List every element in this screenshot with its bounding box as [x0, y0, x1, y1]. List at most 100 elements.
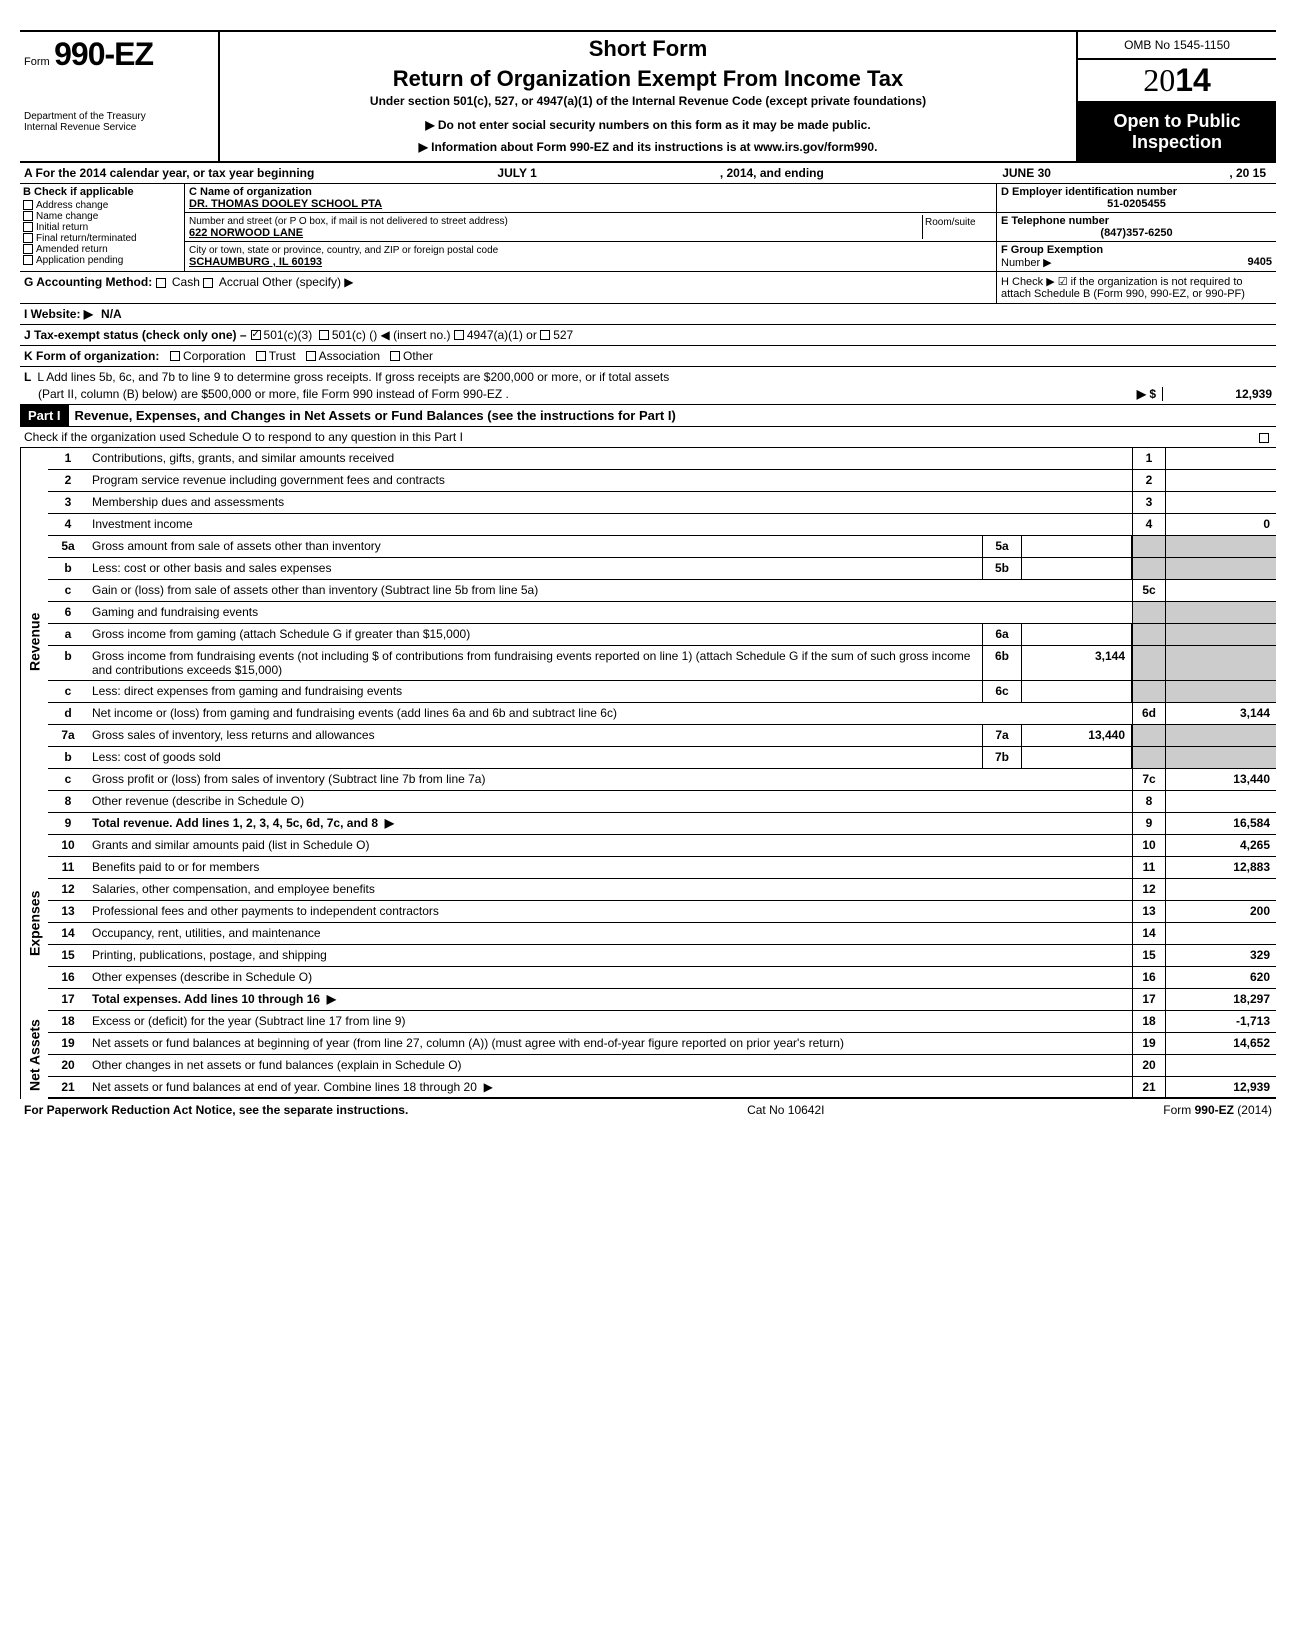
l11-num: 11: [48, 857, 88, 878]
chk-accrual[interactable]: [203, 278, 213, 288]
chk-corp[interactable]: [170, 351, 180, 361]
chk-name[interactable]: Name change: [23, 211, 181, 222]
l7c-desc: Gross profit or (loss) from sales of inv…: [88, 769, 1132, 790]
b-title: B Check if applicable: [23, 186, 181, 198]
rowa-begin: JULY 1: [320, 166, 713, 180]
chk-pending[interactable]: Application pending: [23, 255, 181, 266]
l6c-m: 6c: [982, 681, 1022, 702]
form-prefix: Form: [24, 56, 50, 68]
c-city-row: City or town, state or province, country…: [185, 242, 996, 270]
chk-4947[interactable]: [454, 330, 464, 340]
line-2: 2 Program service revenue including gove…: [48, 470, 1276, 492]
l4-r: 4: [1132, 514, 1166, 535]
chk-final[interactable]: Final return/terminated: [23, 233, 181, 244]
e-phone: E Telephone number (847)357-6250: [997, 213, 1276, 242]
title-cell: Short Form Return of Organization Exempt…: [220, 32, 1076, 161]
tax-year: 2014: [1078, 60, 1276, 103]
l6b-desc: Gross income from fundraising events (no…: [88, 646, 982, 680]
b-item-3: Final return/terminated: [36, 233, 137, 244]
line-4: 4 Investment income 4 0: [48, 514, 1276, 536]
part1-check-row: Check if the organization used Schedule …: [20, 427, 1276, 448]
form-990ez: Form 990-EZ Department of the Treasury I…: [20, 30, 1276, 1121]
chk-assoc[interactable]: [306, 351, 316, 361]
part1-title: Revenue, Expenses, and Changes in Net As…: [69, 405, 1276, 426]
line-3: 3 Membership dues and assessments 3: [48, 492, 1276, 514]
l6d-r: 6d: [1132, 703, 1166, 724]
l17-num: 17: [48, 989, 88, 1010]
line-21: 21Net assets or fund balances at end of …: [48, 1077, 1276, 1099]
l15-num: 15: [48, 945, 88, 966]
l1-v: [1166, 448, 1276, 469]
dept-text: Department of the Treasury Internal Reve…: [24, 111, 214, 133]
title-info: ▶ Information about Form 990-EZ and its …: [226, 140, 1070, 154]
l7b-shade2: [1166, 747, 1276, 768]
phone-value: (847)357-6250: [1001, 227, 1272, 239]
line-19: 19Net assets or fund balances at beginni…: [48, 1033, 1276, 1055]
line-8: 8 Other revenue (describe in Schedule O)…: [48, 791, 1276, 813]
l7b-num: b: [48, 747, 88, 768]
g-cash: Cash: [172, 275, 200, 289]
rowa-mid2: , 2014, and ending: [720, 166, 824, 180]
line-15: 15Printing, publications, postage, and s…: [48, 945, 1276, 967]
l6c-shade: [1132, 681, 1166, 702]
l21-r: 21: [1132, 1077, 1166, 1097]
l5b-mv: [1022, 558, 1132, 579]
l7b-desc: Less: cost of goods sold: [88, 747, 982, 768]
omb: OMB No 1545-1150: [1078, 32, 1276, 60]
l21-v: 12,939: [1166, 1077, 1276, 1097]
chk-initial[interactable]: Initial return: [23, 222, 181, 233]
l18-num: 18: [48, 1011, 88, 1032]
part1-header-row: Part I Revenue, Expenses, and Changes in…: [20, 405, 1276, 427]
l15-r: 15: [1132, 945, 1166, 966]
part1-label: Part I: [20, 405, 69, 426]
l12-v: [1166, 879, 1276, 900]
l10-r: 10: [1132, 835, 1166, 856]
line-7b: b Less: cost of goods sold 7b: [48, 747, 1276, 769]
l9-num: 9: [48, 813, 88, 834]
l6a-shade2: [1166, 624, 1276, 645]
l5b-desc: Less: cost or other basis and sales expe…: [88, 558, 982, 579]
chk-527[interactable]: [540, 330, 550, 340]
title-short: Short Form: [226, 36, 1070, 62]
right-cell: OMB No 1545-1150 2014 Open to Public Ins…: [1076, 32, 1276, 161]
chk-amended[interactable]: Amended return: [23, 244, 181, 255]
l18-desc: Excess or (deficit) for the year (Subtra…: [88, 1011, 1132, 1032]
part1-check-text: Check if the organization used Schedule …: [20, 427, 1276, 447]
l9-v: 16,584: [1166, 813, 1276, 834]
chk-address[interactable]: Address change: [23, 200, 181, 211]
l16-num: 16: [48, 967, 88, 988]
l2-v: [1166, 470, 1276, 491]
k-trust: Trust: [269, 349, 296, 363]
group-exemption-value: 9405: [1248, 256, 1272, 268]
e-label: E Telephone number: [1001, 215, 1109, 227]
row-j-status: J Tax-exempt status (check only one) – 5…: [20, 325, 1276, 346]
l6-shade: [1132, 602, 1166, 623]
line-7c: c Gross profit or (loss) from sales of i…: [48, 769, 1276, 791]
chk-trust[interactable]: [256, 351, 266, 361]
l3-num: 3: [48, 492, 88, 513]
title-main: Return of Organization Exempt From Incom…: [226, 66, 1070, 92]
l-text2: (Part II, column (B) below) are $500,000…: [38, 387, 1131, 401]
l8-num: 8: [48, 791, 88, 812]
b-item-4: Amended return: [36, 244, 108, 255]
l6d-desc: Net income or (loss) from gaming and fun…: [88, 703, 1132, 724]
org-addr: 622 NORWOOD LANE: [189, 227, 303, 239]
l6a-m: 6a: [982, 624, 1022, 645]
line-16: 16Other expenses (describe in Schedule O…: [48, 967, 1276, 989]
l6d-num: d: [48, 703, 88, 724]
l5a-m: 5a: [982, 536, 1022, 557]
chk-schedule-o[interactable]: [1259, 433, 1269, 443]
chk-other[interactable]: [390, 351, 400, 361]
year-prefix: 20: [1143, 62, 1175, 98]
l7b-m: 7b: [982, 747, 1022, 768]
l5b-shade: [1132, 558, 1166, 579]
chk-cash[interactable]: [156, 278, 166, 288]
chk-501c3[interactable]: [251, 330, 261, 340]
chk-501c[interactable]: [319, 330, 329, 340]
line-10: 10Grants and similar amounts paid (list …: [48, 835, 1276, 857]
dept1: Department of the Treasury: [24, 111, 214, 122]
expenses-section: Expenses 10Grants and similar amounts pa…: [20, 835, 1276, 1011]
l21-desc: Net assets or fund balances at end of ye…: [88, 1077, 1132, 1097]
l11-r: 11: [1132, 857, 1166, 878]
rowa-end2: , 20 15: [1229, 166, 1266, 180]
